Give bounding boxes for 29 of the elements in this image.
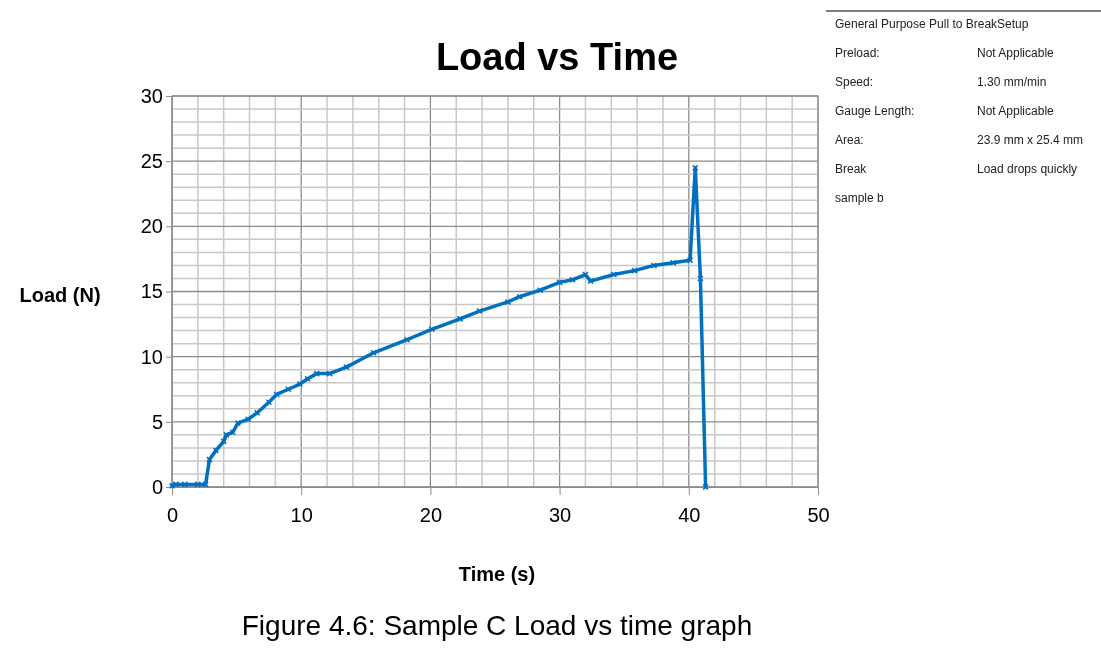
text: Preload: — [835, 46, 880, 60]
y-tick-label: 15 — [140, 280, 163, 303]
caption: Figure 4.6: Sample C Load vs time graph — [241, 610, 753, 641]
text: Load drops quickly — [977, 162, 1078, 176]
y-tick-label: 10 — [140, 345, 163, 368]
text: Gauge Length: — [835, 104, 915, 118]
text: Speed: — [835, 75, 874, 89]
x-tick-label: 0 — [166, 504, 179, 526]
text: sample b — [835, 191, 885, 205]
y-tick-label: 5 — [151, 410, 163, 433]
x-tick-label: 40 — [678, 504, 701, 526]
y-tick-label: 0 — [151, 475, 163, 498]
x-tick-label: 10 — [290, 504, 313, 526]
y-tick-label: 20 — [140, 215, 163, 238]
y-axis-title: Load (N) — [19, 284, 101, 306]
text: Area: — [835, 133, 864, 147]
text: Not Applicable — [977, 104, 1055, 118]
x-tick-label: 50 — [807, 504, 830, 526]
y-tick-label: 25 — [140, 150, 163, 173]
text: 23.9 mm x 25.4 mm — [977, 133, 1084, 147]
text: Break — [835, 162, 868, 176]
text: 1.30 mm/min — [977, 75, 1047, 89]
x-tick-label: 20 — [419, 504, 443, 526]
x-axis-title: Time (s) — [458, 563, 536, 585]
x-tick-label: 30 — [548, 504, 572, 526]
text: General Purpose Pull to BreakSetup — [835, 17, 1029, 31]
text: Not Applicable — [977, 46, 1055, 60]
y-tick-label: 30 — [140, 84, 163, 107]
chart-title: Load vs Time — [435, 36, 679, 78]
